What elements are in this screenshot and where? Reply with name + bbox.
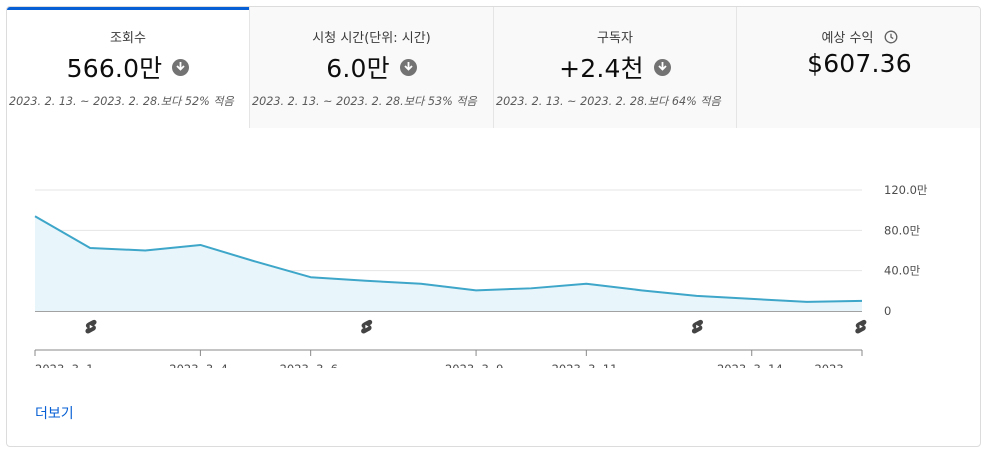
chart-svg: 120.0만 80.0만 40.0만 0 2023. 3. 1. 2023. 3. 4. 2…	[34, 183, 928, 376]
shorts-icon[interactable]	[361, 319, 373, 334]
y-tick-label: 40.0만	[884, 264, 921, 278]
x-tick-label: 2023. 3. 14.	[717, 362, 787, 368]
tab-comparison: 2023. 2. 13. ~ 2023. 2. 28.보다 53% 적음	[252, 95, 477, 108]
tab-label: 시청 시간(단위: 시간)	[312, 31, 431, 46]
tab-views[interactable]: 조회수 566.0만 2023. 2. 13. ~ 2023. 2. 28.보다…	[7, 7, 250, 128]
shorts-icon[interactable]	[691, 319, 704, 334]
tab-subscribers[interactable]: 구독자 +2.4천 2023. 2. 13. ~ 2023. 2. 28.보다 …	[494, 7, 737, 128]
arrow-down-circle-icon	[172, 58, 190, 76]
tab-value: 6.0만	[326, 54, 390, 83]
x-tick-label: 2023. 3. 4.	[169, 362, 231, 368]
y-tick-label: 120.0만	[884, 183, 928, 197]
tab-value: +2.4천	[559, 54, 644, 83]
series-area	[35, 216, 862, 311]
tab-value: 566.0만	[66, 54, 163, 83]
arrow-down-circle-icon	[653, 58, 671, 76]
tab-label: 예상 수익	[821, 31, 874, 46]
tab-watch-time[interactable]: 시청 시간(단위: 시간) 6.0만 2023. 2. 13. ~ 2023. …	[250, 7, 494, 128]
x-tick-label: 2023. 3. 11.	[552, 362, 622, 368]
tab-value: $607.36	[807, 49, 912, 78]
analytics-card: 조회수 566.0만 2023. 2. 13. ~ 2023. 2. 28.보다…	[6, 6, 981, 447]
tab-label-row: 예상 수익	[737, 27, 980, 48]
shorts-icon[interactable]	[855, 319, 867, 334]
views-chart: 120.0만 80.0만 40.0만 0 2023. 3. 1. 2023. 3. 4. 2…	[7, 128, 980, 376]
y-tick-label: 0	[884, 304, 891, 318]
x-tick-label: 2023. 3. 9.	[445, 362, 507, 368]
x-tick-label: 2023. 3. 6.	[280, 362, 342, 368]
x-tick-label: 2023. ...	[814, 362, 862, 368]
tab-comparison: 2023. 2. 13. ~ 2023. 2. 28.보다 52% 적음	[9, 95, 234, 108]
tab-estimated-revenue[interactable]: 예상 수익 $607.36	[737, 7, 980, 128]
tab-label: 구독자	[597, 31, 633, 46]
arrow-down-circle-icon	[399, 58, 417, 76]
x-tick-label: 2023. 3. 1.	[35, 362, 97, 368]
shorts-icon[interactable]	[85, 319, 97, 334]
see-more-link[interactable]: 더보기	[35, 406, 74, 422]
clock-icon	[884, 30, 898, 48]
metric-tabs: 조회수 566.0만 2023. 2. 13. ~ 2023. 2. 28.보다…	[7, 7, 980, 128]
active-tab-indicator	[7, 7, 249, 10]
series-line	[34, 215, 863, 303]
tab-label: 조회수	[110, 31, 146, 46]
y-tick-label: 80.0만	[884, 223, 921, 237]
tab-comparison: 2023. 2. 13. ~ 2023. 2. 28.보다 64% 적음	[496, 95, 721, 108]
